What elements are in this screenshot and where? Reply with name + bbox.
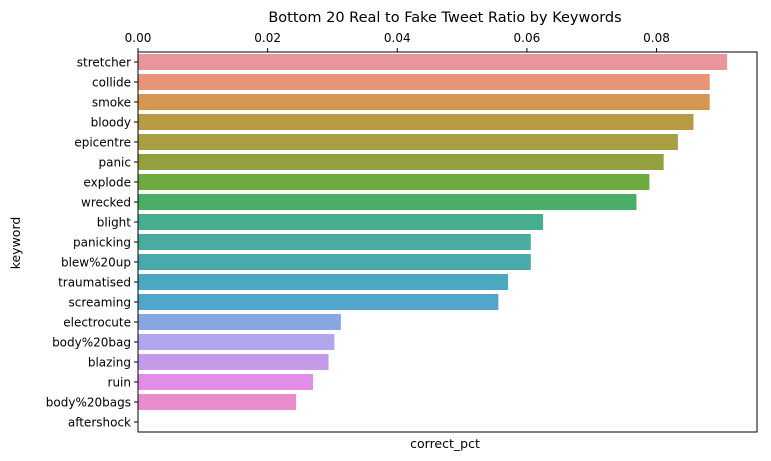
y-tick-label: screaming [68,296,131,310]
y-axis-label: keyword [8,217,23,270]
bar-screaming [138,294,499,310]
y-tick-label: smoke [92,96,131,110]
bar-wrecked [138,194,637,210]
x-tick-label: 0.04 [384,31,411,45]
y-tick-label: blew%20up [61,256,131,270]
y-tick-label: panicking [73,236,131,250]
y-tick-label: wrecked [81,196,131,210]
bar-blight [138,214,544,230]
y-tick-label: body%20bag [52,336,131,350]
bar-body%20bags [138,394,297,410]
x-tick-label: 0.02 [254,31,281,45]
bar-traumatised [138,274,509,290]
y-tick-label: body%20bags [46,396,131,410]
bar-ruin [138,374,314,390]
bar-bloody [138,114,694,130]
y-tick-label: explode [83,176,131,190]
y-tick-label: bloody [91,116,131,130]
bar-electrocute [138,314,341,330]
x-tick-label: 0.08 [643,31,670,45]
bar-blew%20up [138,254,531,270]
y-tick-label: electrocute [63,316,131,330]
y-tick-label: blazing [88,356,131,370]
x-tick-label: 0.06 [514,31,541,45]
y-tick-label: collide [92,76,131,90]
bar-panic [138,154,664,170]
x-axis-ticks: 0.00 0.02 0.04 0.06 0.08 [125,31,670,52]
bars-group [138,54,728,410]
y-tick-label: ruin [108,376,131,390]
bar-epicentre [138,134,678,150]
bar-explode [138,174,650,190]
y-tick-label: traumatised [58,276,131,290]
bar-collide [138,74,710,90]
bar-smoke [138,94,710,110]
bar-panicking [138,234,531,250]
y-tick-label: blight [97,216,132,230]
x-axis-label: correct_pct [410,436,480,451]
y-tick-label: panic [98,156,131,170]
bar-stretcher [138,54,728,70]
bar-blazing [138,354,329,370]
x-tick-label: 0.00 [125,31,152,45]
y-axis-ticks: stretcher collide smoke bloody epicentre pani… [46,56,138,430]
y-tick-label: aftershock [68,416,131,430]
y-tick-label: epicentre [74,136,131,150]
chart-title: Bottom 20 Real to Fake Tweet Ratio by Ke… [268,10,621,26]
bar-body%20bag [138,334,335,350]
y-tick-label: stretcher [77,56,131,70]
plot-frame [137,51,758,433]
